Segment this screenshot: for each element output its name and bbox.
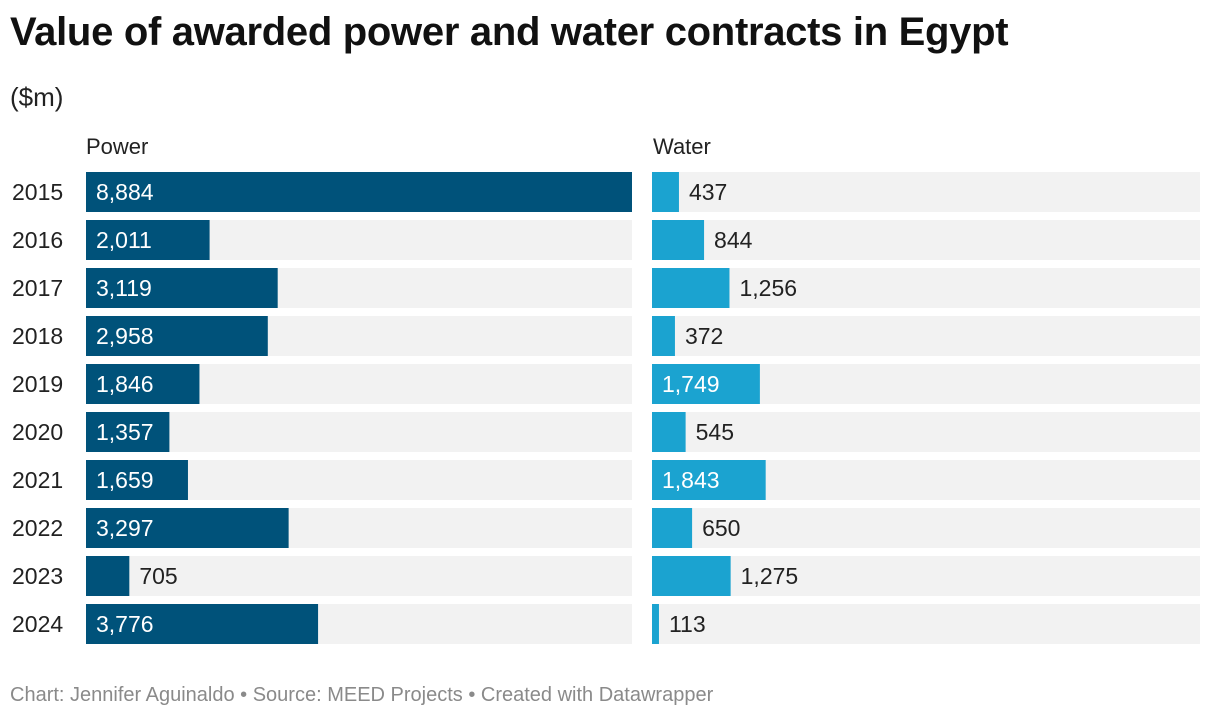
power-bar [86,220,210,260]
power-bar [86,364,200,404]
water-value-label: 1,256 [739,275,797,301]
water-value-label: 844 [714,227,753,253]
power-value-label: 2,958 [96,323,154,349]
power-bar [86,508,289,548]
chart-subtitle: ($m) [10,82,64,112]
year-label: 2016 [12,227,63,253]
water-value-label: 1,843 [662,467,720,493]
bar-track [86,412,632,452]
water-bar [652,364,760,404]
year-label: 2017 [12,275,63,301]
power-value-label: 1,357 [96,419,154,445]
power-bar [86,316,268,356]
bar-track [652,220,1200,260]
year-label: 2022 [12,515,63,541]
year-label: 2023 [12,563,63,589]
water-bar [652,604,659,644]
power-bar [86,460,188,500]
power-value-label: 3,297 [96,515,154,541]
power-bar [86,604,319,644]
water-value-label: 545 [696,419,734,445]
water-value-label: 437 [689,179,727,205]
bar-track [652,508,1200,548]
power-value-label: 1,659 [96,467,154,493]
power-value-label: 1,846 [96,371,154,397]
power-bar [86,556,130,596]
year-label: 2018 [12,323,63,349]
power-bar [86,268,278,308]
water-bar [652,268,730,308]
water-column-header: Water [653,134,711,159]
power-value-label: 2,011 [96,227,152,253]
water-bar [652,556,731,596]
bar-track [652,604,1200,644]
power-value-label: 3,119 [96,275,152,301]
water-value-label: 1,749 [662,371,720,397]
water-value-label: 113 [669,611,706,637]
chart-title: Value of awarded power and water contrac… [10,10,1009,54]
water-bar [652,316,675,356]
bar-track [652,268,1200,308]
year-label: 2015 [12,179,63,205]
power-bar [86,172,632,212]
bar-chart: 2015 8,884 437 2016 2,011 844 2017 3,119 1,256 20… [12,172,1200,644]
power-value-label: 8,884 [96,179,154,205]
bar-track [652,556,1200,596]
chart-footer: Chart: Jennifer Aguinaldo • Source: MEED… [10,684,714,706]
bar-track [652,412,1200,452]
bar-track [652,316,1200,356]
year-label: 2020 [12,419,63,445]
water-bar [652,220,705,260]
water-bar [652,508,693,548]
year-label: 2019 [12,371,63,397]
water-bar [652,412,686,452]
year-label: 2024 [12,611,63,637]
water-bar [652,172,679,212]
power-value-label: 3,776 [96,611,154,637]
bar-track [652,172,1200,212]
power-bar [86,412,170,452]
water-value-label: 372 [685,323,723,349]
power-value-label: 705 [139,563,177,589]
water-value-label: 650 [702,515,740,541]
water-value-label: 1,275 [741,563,799,589]
water-bar [652,460,766,500]
year-label: 2021 [12,467,63,493]
bar-track [86,556,632,596]
power-column-header: Power [86,134,149,159]
